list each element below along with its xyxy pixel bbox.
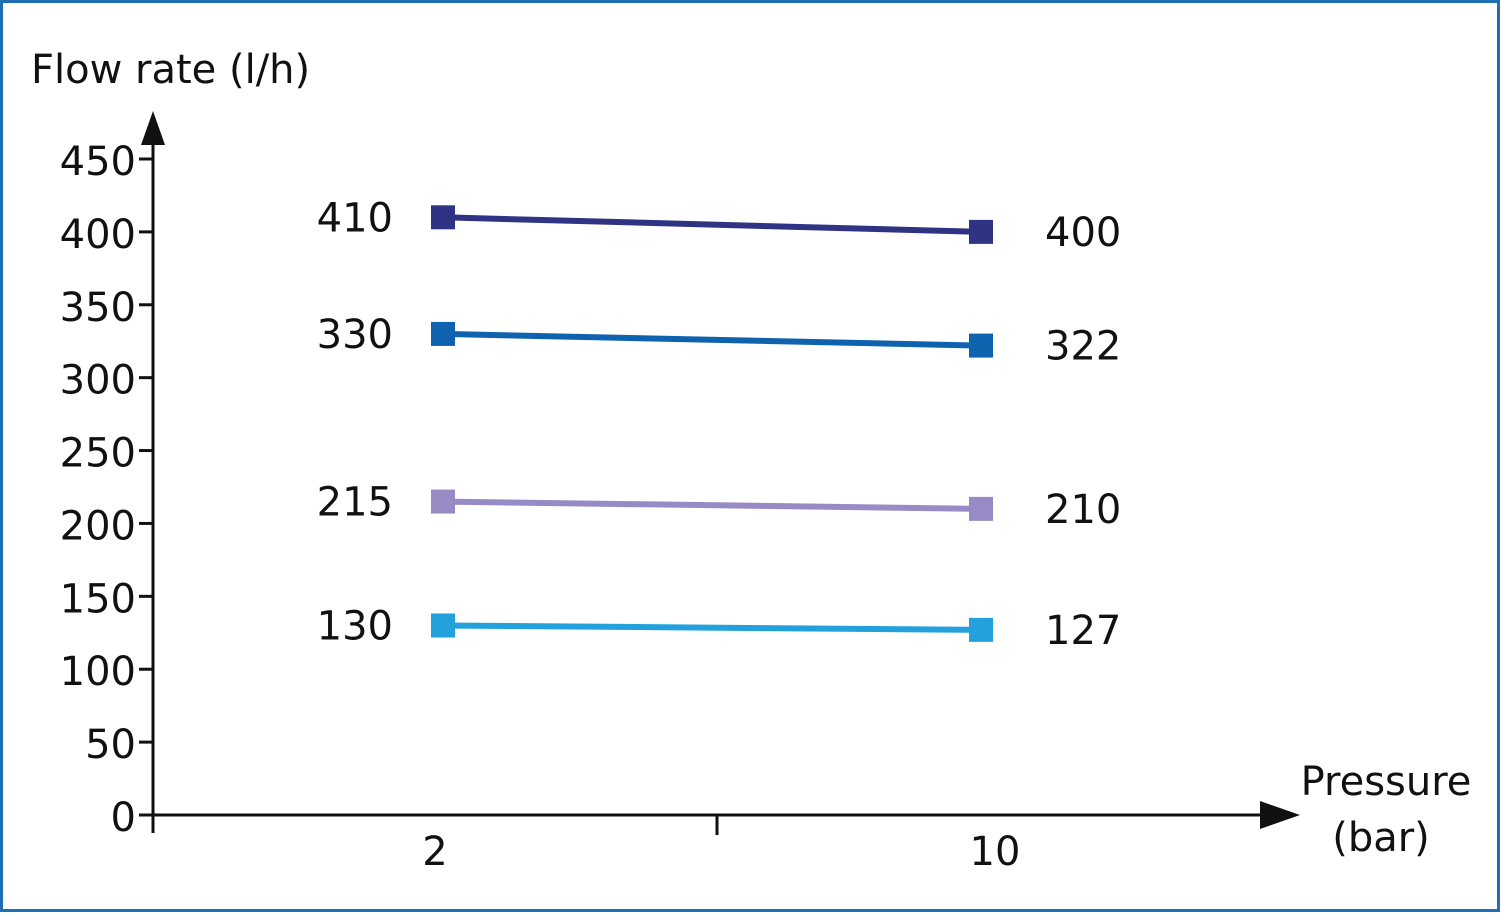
series-2-marker-1 bbox=[431, 321, 455, 346]
series-3-label-right: 210 bbox=[1045, 487, 1121, 533]
series-2-label-left: 330 bbox=[317, 312, 393, 358]
y-tick-label-0: 0 bbox=[111, 795, 136, 841]
series-1-marker-1 bbox=[431, 205, 455, 230]
series-3-label-left: 215 bbox=[317, 480, 393, 526]
series-3-marker-2 bbox=[969, 496, 993, 521]
series-4: 130 127 bbox=[317, 603, 1122, 653]
series-2-label-right: 322 bbox=[1045, 324, 1121, 370]
y-axis-title: Flow rate (l/h) bbox=[31, 47, 310, 93]
y-tick-label-200: 200 bbox=[60, 503, 136, 549]
y-axis-arrowhead bbox=[141, 111, 165, 145]
y-tick-label-350: 350 bbox=[60, 285, 136, 331]
x-axis-title-line2: (bar) bbox=[1332, 815, 1430, 861]
x-tick-label-2: 2 bbox=[422, 829, 447, 875]
x-axis-arrowhead bbox=[1260, 801, 1300, 829]
line-chart: Flow rate (l/h) Pressure (bar) 0 50 100 150… bbox=[31, 47, 1472, 875]
series-1-label-right: 400 bbox=[1045, 210, 1121, 256]
series-2-marker-2 bbox=[969, 333, 993, 358]
y-axis-ticks: 0 50 100 150 200 250 300 350 400 450 bbox=[60, 139, 153, 841]
y-tick-label-250: 250 bbox=[60, 431, 136, 477]
series-layer: 410 400 330 322 215 210 130 127 bbox=[317, 195, 1122, 654]
series-2-line bbox=[442, 330, 982, 349]
series-3-line bbox=[442, 498, 982, 512]
y-tick-label-100: 100 bbox=[60, 649, 136, 695]
y-tick-label-450: 450 bbox=[60, 139, 136, 185]
series-1-marker-2 bbox=[969, 219, 993, 244]
x-tick-label-10: 10 bbox=[970, 829, 1021, 875]
series-4-line bbox=[442, 622, 982, 633]
y-tick-label-50: 50 bbox=[85, 722, 136, 768]
x-axis-title-line1: Pressure bbox=[1301, 759, 1472, 805]
y-tick-label-150: 150 bbox=[60, 576, 136, 622]
series-1-line bbox=[442, 214, 982, 235]
series-3-marker-1 bbox=[431, 489, 455, 514]
series-4-label-right: 127 bbox=[1045, 608, 1121, 654]
y-tick-label-400: 400 bbox=[60, 212, 136, 258]
series-4-marker-1 bbox=[431, 613, 455, 638]
series-1-label-left: 410 bbox=[317, 195, 393, 241]
series-1: 410 400 bbox=[317, 195, 1122, 256]
y-tick-label-300: 300 bbox=[60, 358, 136, 404]
series-3: 215 210 bbox=[317, 480, 1122, 533]
x-axis-ticks: 2 10 bbox=[422, 829, 1020, 875]
series-4-marker-2 bbox=[969, 617, 993, 642]
series-2: 330 322 bbox=[317, 312, 1122, 370]
series-4-label-left: 130 bbox=[317, 603, 393, 649]
